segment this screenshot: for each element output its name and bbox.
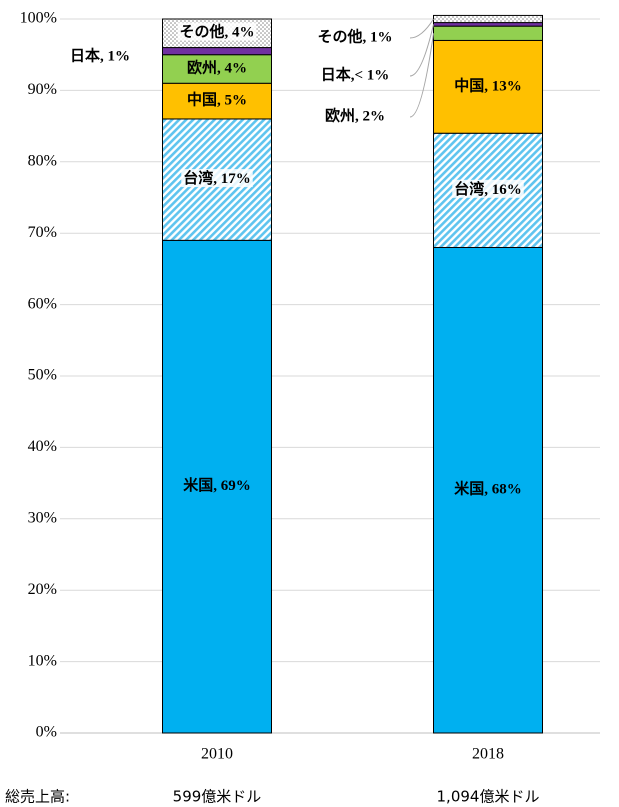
y-tick-label: 90% (28, 81, 57, 98)
leader-line (409, 24, 434, 77)
total-label: 1,094億米ドル (437, 788, 540, 806)
bar-segment (433, 22, 543, 27)
y-tick-label: 10% (28, 652, 57, 669)
bar-segment (433, 39, 543, 134)
data-label: 米国, 69% (183, 476, 251, 494)
y-tick-label: 60% (28, 295, 57, 312)
data-label: 台湾, 16% (454, 180, 522, 198)
y-tick-label: 0% (36, 724, 57, 741)
data-label: 中国, 5% (187, 91, 247, 109)
leader-line (409, 18, 434, 39)
bar-segment (433, 25, 543, 41)
data-label: その他, 4% (179, 23, 254, 41)
data-label: 米国, 68% (454, 480, 522, 498)
bar-segment (433, 14, 543, 24)
y-tick-label: 80% (28, 152, 57, 169)
y-tick-label: 20% (28, 581, 57, 598)
bar-segment (162, 239, 272, 734)
data-label: 日本,< 1% (321, 65, 390, 83)
y-tick-label: 100% (20, 10, 57, 27)
data-label: 台湾, 17% (183, 169, 251, 187)
leader-line (409, 33, 434, 118)
x-tick-label: 2018 (472, 746, 504, 763)
y-tick-label: 50% (28, 367, 57, 384)
x-tick-label: 2010 (201, 746, 233, 763)
data-label: 欧州, 4% (187, 58, 247, 76)
data-label: その他, 1% (317, 27, 392, 45)
data-label: 欧州, 2% (325, 106, 385, 124)
label-background (452, 179, 524, 198)
y-tick-label: 70% (28, 224, 57, 241)
label-background (181, 169, 253, 188)
data-label: 日本, 1% (70, 46, 130, 64)
totals-label: 総売上高: (5, 788, 70, 806)
bar-segment (162, 47, 272, 56)
bar-segment (433, 246, 543, 734)
total-label: 599億米ドル (173, 788, 262, 806)
y-tick-label: 40% (28, 438, 57, 455)
data-label: 中国, 13% (454, 76, 522, 94)
label-background (177, 22, 257, 41)
y-tick-label: 30% (28, 509, 57, 526)
